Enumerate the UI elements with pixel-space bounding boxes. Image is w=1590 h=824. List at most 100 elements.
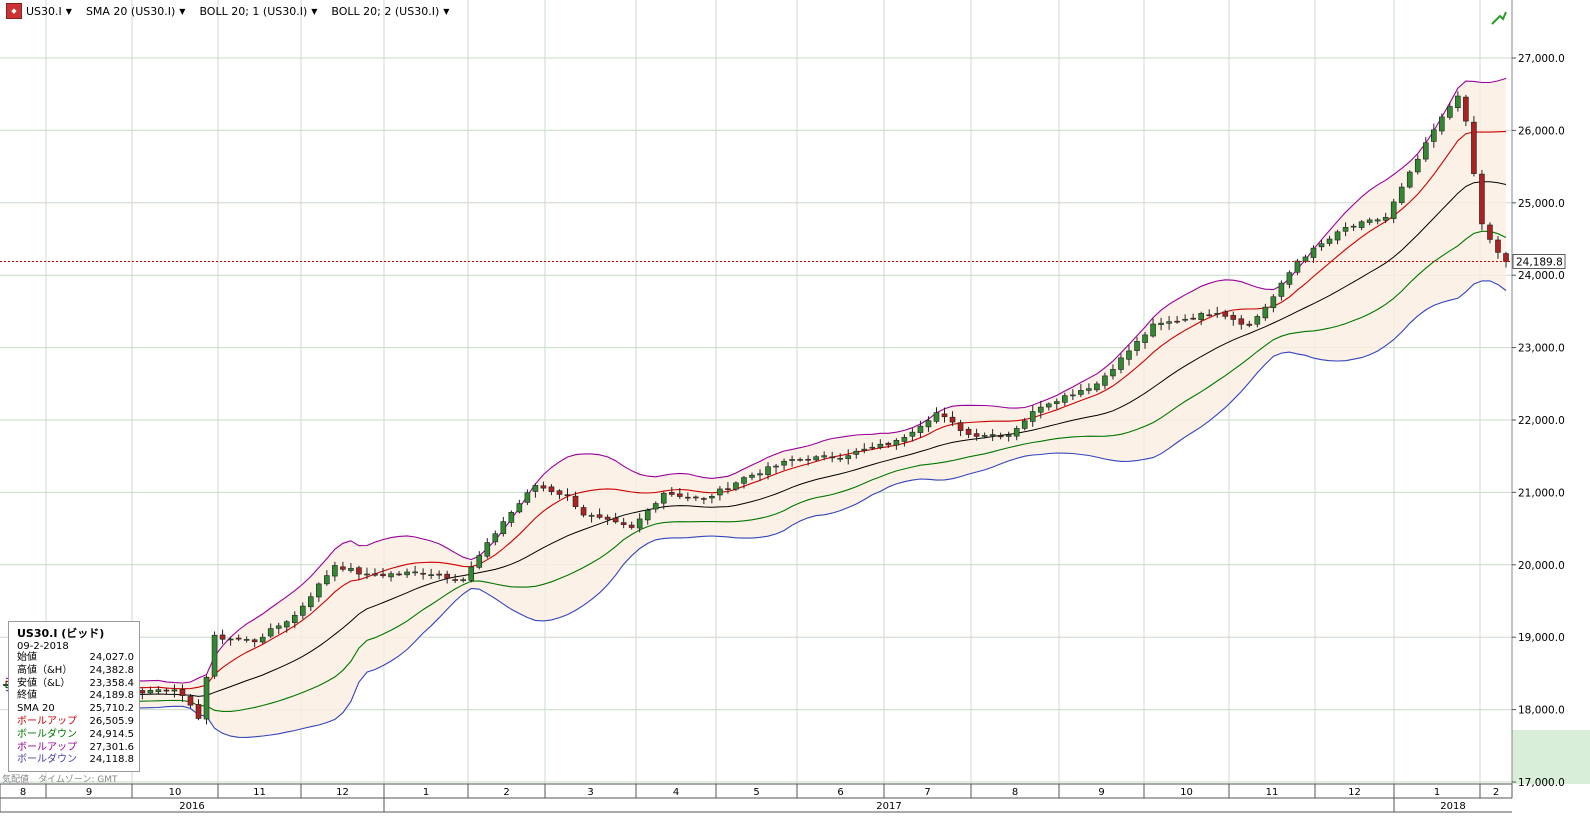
year-label: 2017 [876,801,901,812]
month-label: 2 [1493,787,1499,798]
candle-body [957,422,964,431]
candle-body [1374,219,1381,222]
candle-body [476,555,483,568]
candle-body [901,437,908,442]
candle-body [299,605,306,616]
year-label: 2016 [179,801,204,812]
data-window-row: ボールアップ 26,505.9 [17,716,134,729]
chevron-down-icon: ▼ [311,6,318,16]
data-window-row: 終値 24,189.8 [17,690,134,703]
data-window-label: ボールアップ [17,715,77,727]
candle-body [1390,201,1397,219]
candle-body [701,498,707,500]
candle-body [909,431,916,437]
candle-body [588,515,595,517]
price-tick-label: 25,000.0 [1518,198,1565,210]
candle-body [853,450,860,455]
price-tick-label: 27,000.0 [1518,53,1565,65]
chevron-down-icon: ▼ [65,6,72,16]
candle-body [821,455,827,458]
boll1-indicator-selector[interactable]: BOLL 20; 1 (US30.I) ▼ [199,5,317,18]
month-label: 6 [837,787,843,798]
candle-body [1422,142,1429,160]
candle-body [1286,272,1293,285]
month-label: 1 [423,787,429,798]
candle-body [781,460,787,466]
candle-body [155,689,162,692]
current-price-badge [1512,254,1566,269]
candle-body [1463,96,1469,122]
candle-body [380,573,386,577]
candle-body [644,509,651,521]
candle-body [596,514,603,518]
symbol-selector[interactable]: ◆ US30.I ▼ [6,3,72,19]
candle-body [1495,239,1501,253]
candle-body [1447,106,1453,118]
candle-body [885,442,892,446]
candle-body [1358,221,1365,228]
data-window-label: 終値 [17,690,37,702]
candle-body [757,473,763,476]
candle-body [917,425,924,433]
price-tick-label: 20,000.0 [1518,560,1565,572]
month-label: 9 [1098,787,1104,798]
candle-body [171,689,178,692]
candle-body [492,533,499,543]
price-tick-label: 17,000.0 [1518,777,1565,789]
month-label: 8 [1012,787,1018,798]
candle-body [187,696,194,706]
candle-body [1134,341,1140,351]
candle-body [484,542,491,557]
year-label: 2018 [1440,801,1465,812]
month-label: 3 [587,787,593,798]
candle-body [717,488,723,496]
candle-body [1118,357,1124,370]
candle-body [139,690,146,694]
candle-body [179,689,186,696]
candle-body [340,566,346,570]
candle-body [316,583,322,598]
data-window-label: ボールダウン [17,728,77,740]
candle-body [813,456,819,461]
candle-body [837,457,844,460]
candle-body [508,512,515,523]
data-window-row: SMA 20 25,710.2 [17,703,134,716]
boll2-upper-line [5,77,1507,684]
candle-body [1054,401,1060,404]
month-label: 4 [673,787,679,798]
candle-body [941,413,948,418]
candle-body [332,565,338,577]
candle-body [869,446,876,449]
candle-body [845,455,852,459]
candle-body [709,496,715,499]
candle-body [1350,225,1357,228]
boll2-indicator-selector[interactable]: BOLL 20; 2 (US30.I) ▼ [331,5,449,18]
candle-body [741,477,747,484]
sma-indicator-selector[interactable]: SMA 20 (US30.I) ▼ [86,5,186,18]
candle-body [1471,121,1477,174]
candle-body [1214,312,1221,315]
candle-body [829,456,836,459]
trend-up-icon [1491,11,1507,25]
candle-body [1310,247,1317,258]
candle-body [267,628,274,637]
boll1-lower-line [5,230,1507,712]
candle-body [925,420,932,428]
candle-body [733,482,739,490]
candle-body [356,567,362,575]
candle-body [1326,238,1333,244]
data-window-row: 安値（&L） 23,358.4 [17,678,134,691]
candle-body [468,566,475,581]
candle-body [1094,383,1100,391]
month-label: 8 [20,787,26,798]
candle-body [540,485,547,489]
candle-body [1158,322,1164,325]
candle-body [1070,394,1076,397]
candle-body [797,459,803,461]
candle-body [548,486,555,492]
candle-body [444,573,450,579]
candle-body [203,676,210,720]
data-window-row: 高値（&H） 24,382.8 [17,665,134,678]
candle-body [620,522,627,525]
